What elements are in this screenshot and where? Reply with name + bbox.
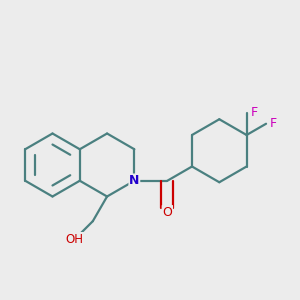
Text: F: F bbox=[250, 106, 258, 119]
Text: O: O bbox=[162, 206, 172, 219]
Text: F: F bbox=[270, 117, 277, 130]
Text: OH: OH bbox=[66, 233, 84, 246]
Text: N: N bbox=[129, 174, 140, 187]
